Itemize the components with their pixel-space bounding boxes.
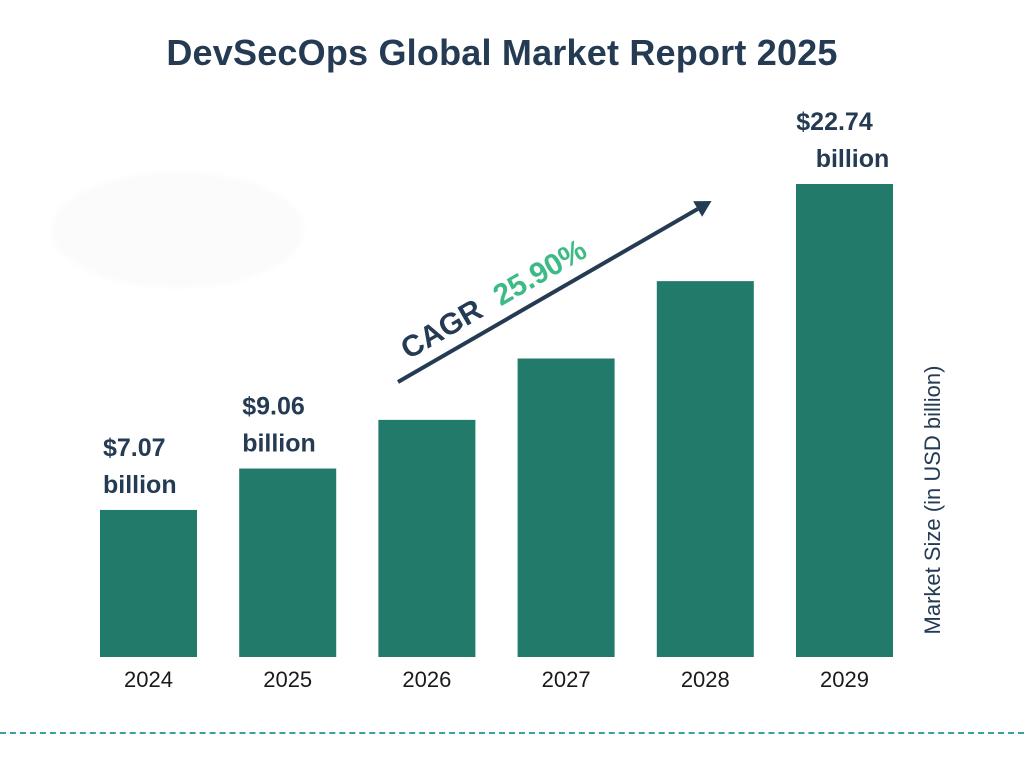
x-tick-label: 2028 xyxy=(681,667,730,692)
cagr-arrow-line xyxy=(397,207,699,384)
value-labels-group: $7.07 billion $9.06 billion $22.74 billion xyxy=(103,108,889,499)
chart-title: DevSecOps Global Market Report 2025 xyxy=(166,32,838,73)
x-tick-label: 2026 xyxy=(402,667,451,692)
data-label-2029: $22.74 billion xyxy=(796,108,889,173)
bar-2026 xyxy=(378,419,476,657)
bars-group xyxy=(100,184,893,657)
x-tick-label: 2024 xyxy=(124,667,173,692)
y-axis-label: Market Size (in USD billion) xyxy=(920,366,945,635)
cagr-label: CAGR 25.90% xyxy=(395,233,592,366)
x-tick-label: 2027 xyxy=(542,667,591,692)
x-tick-label: 2029 xyxy=(820,667,869,692)
data-label-unit: billion xyxy=(103,471,177,499)
x-tick-label: 2025 xyxy=(263,667,312,692)
data-label-2025: $9.06 billion xyxy=(242,393,316,458)
bar-2028 xyxy=(656,281,754,657)
x-tick-labels-group: 2024 2025 2026 2027 2028 2029 xyxy=(124,667,869,692)
data-label-value: $22.74 xyxy=(796,108,873,136)
bar-2024 xyxy=(100,509,197,657)
data-label-value: $9.06 xyxy=(242,393,305,421)
bar-2029 xyxy=(796,184,893,657)
bar-2027 xyxy=(517,358,615,657)
data-label-2024: $7.07 billion xyxy=(103,434,177,499)
bar-2025 xyxy=(239,468,337,657)
data-label-value: $7.07 xyxy=(103,434,166,462)
background-blob xyxy=(52,172,304,288)
data-label-unit: billion xyxy=(816,145,890,173)
footer-dashed-divider xyxy=(0,732,1024,734)
cagr-arrowhead xyxy=(693,201,712,217)
data-label-unit: billion xyxy=(242,430,316,458)
